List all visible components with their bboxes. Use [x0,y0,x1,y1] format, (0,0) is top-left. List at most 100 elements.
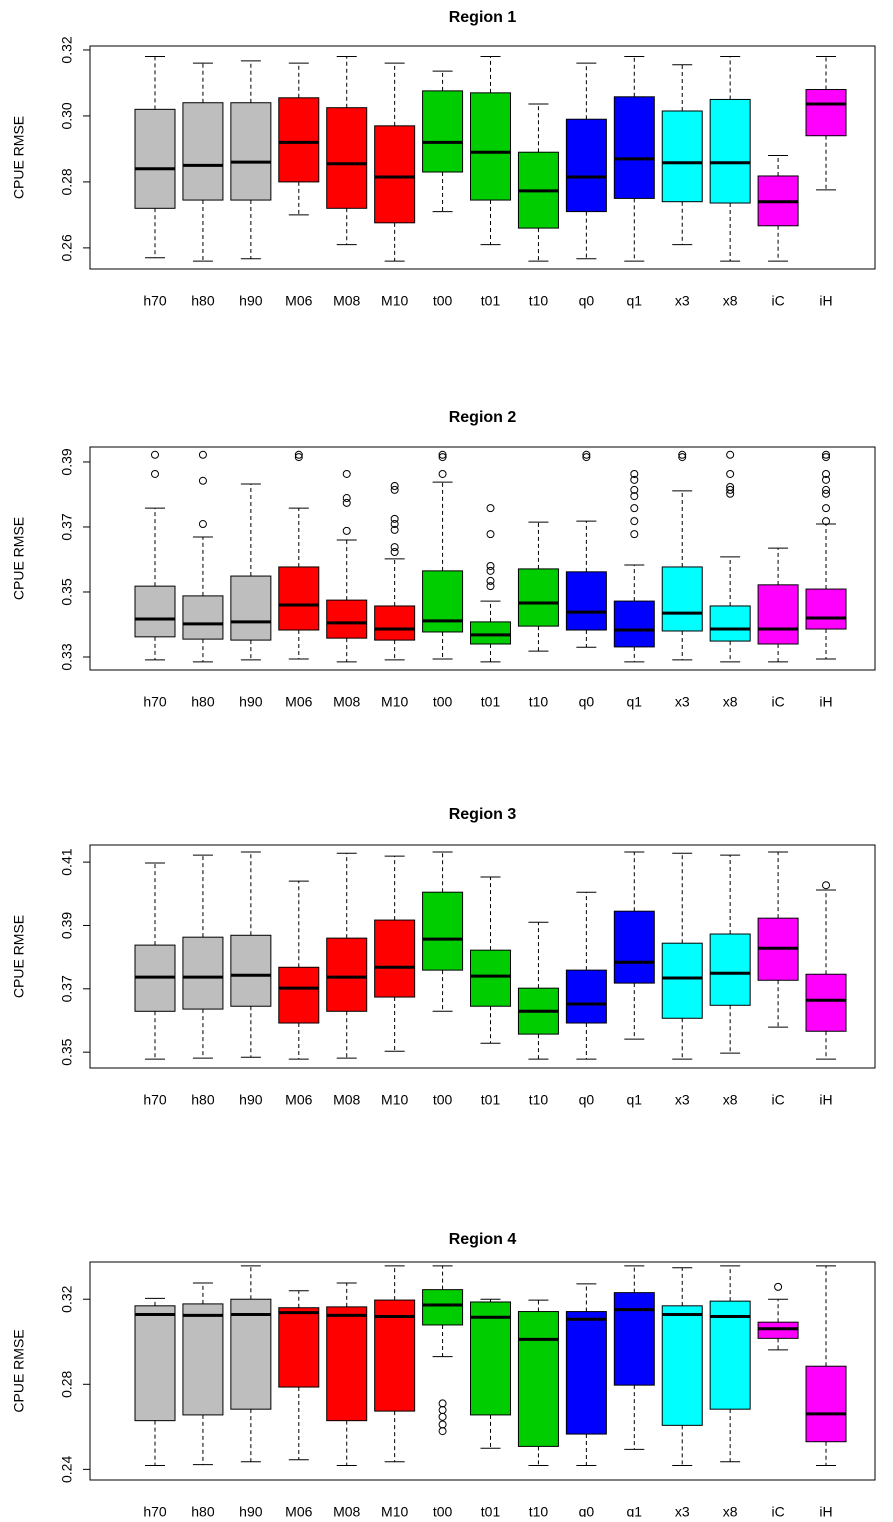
chart-title: Region 1 [449,9,517,26]
y-tick-label: 0.35 [59,578,75,605]
outlier [630,469,639,478]
x-tick-label: t10 [529,293,549,309]
x-tick-label: q1 [627,694,643,710]
x-tick-label: M06 [285,694,312,710]
x-tick-label: iC [771,293,784,309]
y-tick-label: 0.37 [59,975,75,1002]
outlier [822,517,831,526]
box [709,605,751,642]
box [805,588,847,630]
box [709,933,751,1006]
outlier [438,450,447,459]
box [422,1289,464,1326]
box [757,584,799,645]
y-tick-label: 0.30 [59,102,75,129]
outlier [630,530,639,539]
outlier [726,485,735,494]
box [661,110,703,203]
x-tick-label: iC [771,1504,784,1517]
outlier [822,489,831,498]
outlier [438,1427,447,1436]
outlier [822,485,831,494]
box [134,108,176,209]
y-tick-label: 0.28 [59,168,75,195]
x-tick-label: h80 [191,1092,215,1108]
outlier [342,526,351,535]
x-tick-label: t00 [433,1504,453,1517]
box [374,125,416,224]
box [326,599,368,639]
x-tick-label: x8 [723,1504,738,1517]
outlier [151,450,159,459]
outlier [582,453,591,462]
x-tick-label: q1 [627,1504,643,1517]
outlier [438,453,447,462]
outlier [630,485,639,494]
x-tick-label: q0 [579,694,595,710]
box [278,966,320,1024]
y-tick-label: 0.33 [59,643,75,670]
outlier [486,582,495,591]
box [805,973,847,1032]
box [326,1306,368,1422]
plot-frame [89,844,876,1069]
y-tick-label: 0.35 [59,1038,75,1065]
outlier [390,543,399,552]
x-tick-label: t10 [529,1092,549,1108]
outlier [390,514,399,523]
x-tick-label: h70 [143,1092,167,1108]
y-axis-label: CPUE RMSE [11,116,27,199]
x-tick-label: q0 [579,1504,595,1517]
box [613,1292,655,1386]
outlier [822,881,831,890]
box [326,937,368,1012]
y-tick-label: 0.39 [59,448,75,475]
chart-title: Region 4 [449,1231,517,1248]
x-tick-label: M08 [333,1504,360,1517]
y-axis-label: CPUE RMSE [11,915,27,998]
outlier [486,566,495,575]
outlier [390,520,399,529]
box [470,92,512,201]
x-tick-label: t00 [433,694,453,710]
box [517,568,559,627]
x-tick-label: iH [819,293,832,309]
x-tick-label: t01 [481,694,501,710]
x-tick-label: M08 [333,293,360,309]
box [278,566,320,631]
y-tick-label: 0.39 [59,912,75,939]
x-tick-label: t01 [481,1092,501,1108]
box [374,1299,416,1412]
x-tick-label: q1 [627,293,643,309]
x-tick-label: h70 [143,1504,167,1517]
outlier [198,476,207,485]
outlier [390,547,399,556]
outlier [582,450,591,459]
box [230,934,272,1007]
x-tick-label: x3 [675,694,690,710]
x-tick-label: q0 [579,1092,595,1108]
x-tick-label: M06 [285,293,312,309]
box [565,118,607,213]
x-tick-label: M08 [333,694,360,710]
box [278,1307,320,1388]
y-tick-label: 0.32 [59,36,75,63]
box [613,910,655,984]
x-tick-label: t00 [433,1092,453,1108]
box [565,571,607,631]
plot-frame [89,446,876,671]
outlier [486,576,495,585]
box [805,1365,847,1443]
outlier [438,1406,447,1415]
y-tick-label: 0.28 [59,1370,75,1397]
plot-frame [89,45,876,270]
outlier [390,482,399,491]
outlier [726,469,735,478]
outlier [678,450,687,459]
x-tick-label: iH [819,1504,832,1517]
box [182,1303,224,1416]
outlier [342,469,351,478]
x-tick-label: M06 [285,1092,312,1108]
